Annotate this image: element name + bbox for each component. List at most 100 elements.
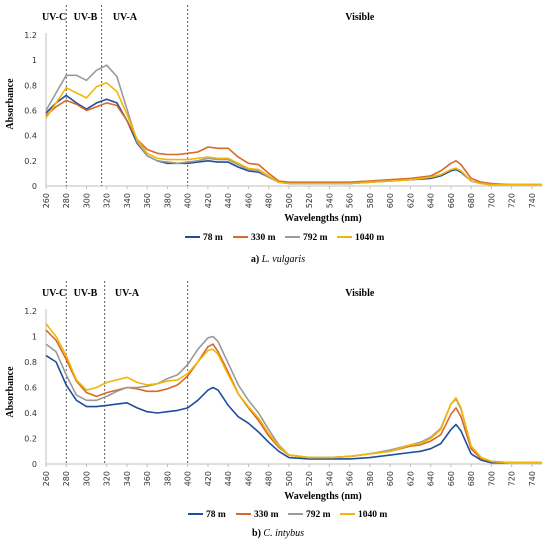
x-tick-label: 360 — [143, 471, 152, 486]
series-line — [45, 82, 542, 186]
series-line — [45, 329, 542, 464]
series-line — [45, 64, 542, 186]
x-tick-label: 640 — [427, 471, 436, 486]
caption-species: L. vulgaris — [261, 254, 305, 265]
y-axis-label: Absorbance — [5, 78, 16, 130]
x-tick-label: 380 — [163, 193, 172, 208]
x-tick-label: 560 — [346, 193, 355, 208]
legend-label-78m: 78 m — [203, 233, 223, 243]
caption-label: b) — [252, 528, 261, 539]
y-axis-label: Absorbance — [5, 366, 16, 418]
x-tick-label: 440 — [224, 193, 233, 208]
region-label: Visible — [345, 288, 375, 299]
y-tick-label: 0 — [32, 182, 37, 191]
x-tick-label: 640 — [427, 193, 436, 208]
x-tick-label: 400 — [184, 471, 193, 486]
x-tick-label: 720 — [508, 471, 517, 486]
x-tick-label: 500 — [285, 193, 294, 208]
y-tick-label: 0.6 — [24, 384, 37, 393]
x-axis-label: Wavelengths (nm) — [284, 491, 362, 502]
x-tick-label: 320 — [103, 471, 112, 486]
x-tick-label: 740 — [528, 471, 537, 486]
region-label: Visible — [345, 12, 375, 23]
y-tick-label: 1 — [32, 333, 37, 342]
x-tick-label: 300 — [82, 193, 91, 208]
series-line — [45, 354, 542, 464]
region-label: UV-B — [74, 12, 98, 23]
x-tick-label: 660 — [447, 193, 456, 208]
x-tick-label: 380 — [163, 471, 172, 486]
legend: 78 m 330 m 792 m 1040 m — [185, 233, 384, 243]
x-tick-label: 620 — [406, 193, 415, 208]
x-tick-label: 700 — [487, 471, 496, 486]
legend-label-792m: 792 m — [306, 510, 331, 520]
series-line — [45, 99, 542, 186]
x-tick-label: 600 — [386, 193, 395, 208]
x-tick-label: 540 — [325, 471, 334, 486]
chart-c-intybus: Absorbance Wavelengths (nm) 78 m 330 m 7… — [5, 281, 542, 539]
y-tick-label: 0.6 — [24, 107, 37, 116]
x-tick-label: 520 — [305, 471, 314, 486]
legend: 78 m 330 m 792 m 1040 m — [188, 510, 387, 520]
region-label: UV-A — [115, 288, 140, 299]
x-tick-label: 260 — [42, 193, 51, 208]
region-label: UV-A — [113, 12, 138, 23]
x-tick-label: 560 — [346, 471, 355, 486]
x-tick-label: 540 — [325, 193, 334, 208]
x-tick-label: 660 — [447, 471, 456, 486]
x-tick-label: 360 — [143, 193, 152, 208]
x-tick-label: 400 — [184, 193, 193, 208]
x-tick-label: 420 — [204, 193, 213, 208]
x-tick-label: 620 — [406, 471, 415, 486]
x-tick-label: 680 — [467, 471, 476, 486]
x-tick-label: 340 — [123, 471, 132, 486]
y-tick-label: 0.2 — [24, 157, 37, 166]
x-tick-label: 700 — [487, 193, 496, 208]
x-axis-label: Wavelengths (nm) — [284, 213, 362, 224]
y-tick-label: 0.2 — [24, 435, 37, 444]
x-tick-label: 300 — [82, 471, 91, 486]
x-tick-label: 580 — [366, 471, 375, 486]
y-tick-label: 1.2 — [24, 307, 37, 316]
x-tick-label: 460 — [244, 193, 253, 208]
legend-label-330m: 330 m — [254, 510, 279, 520]
y-tick-label: 0 — [32, 460, 37, 469]
series-line — [45, 323, 542, 464]
x-tick-label: 320 — [103, 193, 112, 208]
x-tick-label: 580 — [366, 193, 375, 208]
x-tick-label: 720 — [508, 193, 517, 208]
legend-label-1040m: 1040 m — [355, 233, 384, 243]
y-tick-label: 1 — [32, 56, 37, 65]
legend-label-1040m: 1040 m — [358, 510, 387, 520]
y-tick-label: 0.4 — [24, 409, 37, 418]
legend-label-792m: 792 m — [303, 233, 328, 243]
x-tick-label: 480 — [265, 193, 274, 208]
region-label: UV-B — [74, 288, 98, 299]
y-tick-label: 0.4 — [24, 132, 37, 141]
x-tick-label: 420 — [204, 471, 213, 486]
legend-label-330m: 330 m — [251, 233, 276, 243]
y-tick-label: 0.8 — [24, 358, 37, 367]
series-line — [45, 335, 542, 464]
caption: a) L. vulgaris — [251, 254, 305, 265]
series-line — [45, 94, 542, 186]
caption-label: a) — [251, 254, 259, 265]
y-tick-label: 0.8 — [24, 81, 37, 90]
x-tick-label: 280 — [62, 471, 71, 486]
y-tick-label: 1.2 — [24, 31, 37, 40]
region-label: UV-C — [42, 288, 66, 299]
x-tick-label: 460 — [244, 471, 253, 486]
x-tick-label: 340 — [123, 193, 132, 208]
x-tick-label: 740 — [528, 193, 537, 208]
x-tick-label: 500 — [285, 471, 294, 486]
x-tick-label: 600 — [386, 471, 395, 486]
x-tick-label: 520 — [305, 193, 314, 208]
caption: b) C. intybus — [252, 528, 304, 539]
legend-label-78m: 78 m — [206, 510, 226, 520]
x-tick-label: 680 — [467, 193, 476, 208]
chart-l-vulgaris: Absorbance Wavelengths (nm) 78 m 330 m 7… — [5, 5, 542, 265]
caption-species: C. intybus — [263, 528, 304, 539]
x-tick-label: 440 — [224, 471, 233, 486]
region-label: UV-C — [42, 12, 66, 23]
x-tick-label: 480 — [265, 471, 274, 486]
